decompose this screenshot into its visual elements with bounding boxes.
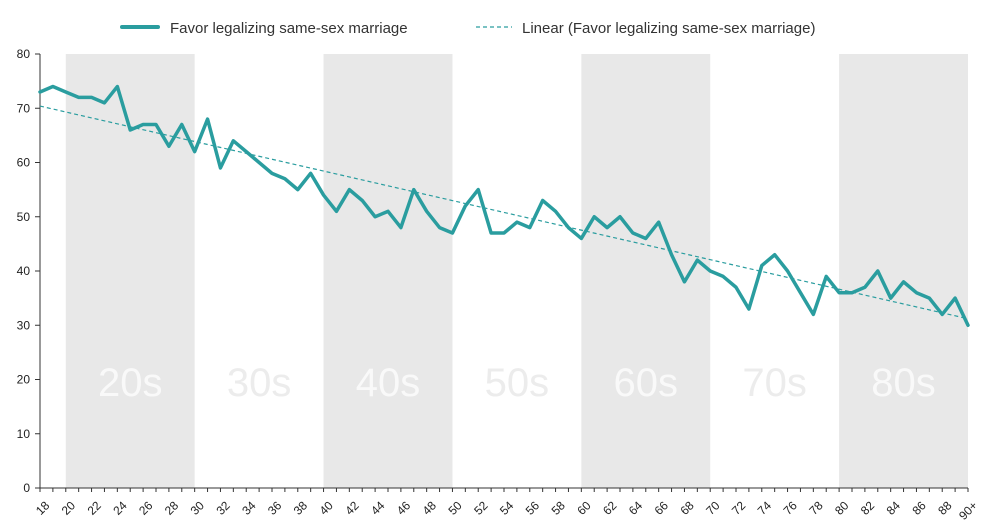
x-tick-label: 80 <box>832 498 852 518</box>
band-60s <box>581 54 711 488</box>
y-tick-label: 60 <box>17 156 31 170</box>
x-tick-label: 84 <box>884 498 904 518</box>
x-tick-label: 36 <box>265 498 285 518</box>
x-tick-label: 74 <box>755 498 775 518</box>
x-tick-label: 30 <box>188 498 208 518</box>
x-tick-label: 58 <box>549 498 569 518</box>
x-tick-label: 24 <box>110 498 130 518</box>
age-band-labels: 20s 30s 40s 50s 60s 70s 80s <box>98 361 936 405</box>
legend-label-trendline: Linear (Favor legalizing same-sex marria… <box>522 20 815 37</box>
x-tick-label: 64 <box>626 498 646 518</box>
legend-label-series: Favor legalizing same-sex marriage <box>170 20 408 37</box>
x-tick-label: 90+ <box>956 498 980 522</box>
trendline <box>39 105 969 320</box>
band-label-20s: 20s <box>98 361 163 405</box>
x-tick-label: 52 <box>471 498 491 518</box>
y-tick-label: 70 <box>17 101 31 115</box>
x-tick-label: 42 <box>342 498 362 518</box>
x-tick-label: 88 <box>935 498 955 518</box>
x-tick-label: 22 <box>85 498 105 518</box>
band-label-70s: 70s <box>742 361 807 405</box>
x-tick-label: 50 <box>445 498 465 518</box>
x-tick-label: 72 <box>729 498 749 518</box>
x-tick-label: 68 <box>677 498 697 518</box>
band-40s <box>323 54 453 488</box>
x-tick-label: 46 <box>394 498 414 518</box>
x-tick-label: 62 <box>600 498 620 518</box>
trendline-line <box>39 105 969 320</box>
x-tick-label: 32 <box>213 498 233 518</box>
x-tick-label: 20 <box>59 498 79 518</box>
band-label-50s: 50s <box>485 361 550 405</box>
band-label-40s: 40s <box>356 361 421 405</box>
x-tick-label: 34 <box>239 498 259 518</box>
x-tick-label: 66 <box>652 498 672 518</box>
x-tick-label: 56 <box>523 498 543 518</box>
x-tick-label: 76 <box>781 498 801 518</box>
x-tick-label: 38 <box>291 498 311 518</box>
x-tick-label: 28 <box>162 498 182 518</box>
y-tick-label: 40 <box>17 264 31 278</box>
series <box>38 84 970 327</box>
x-tick-label: 48 <box>420 498 440 518</box>
y-tick-label: 80 <box>17 47 31 61</box>
x-tick-label: 18 <box>33 498 53 518</box>
band-20s <box>65 54 195 488</box>
x-tick-label: 82 <box>858 498 878 518</box>
y-tick-label: 50 <box>17 210 31 224</box>
band-label-30s: 30s <box>227 361 292 405</box>
x-tick-label: 60 <box>574 498 594 518</box>
y-tick-label: 30 <box>17 318 31 332</box>
x-tick-label: 44 <box>368 498 388 518</box>
band-80s <box>839 54 968 488</box>
y-tick-label: 10 <box>17 427 31 441</box>
age-bands <box>65 54 968 488</box>
y-tick-label: 0 <box>23 481 30 495</box>
x-tick-label: 86 <box>909 498 929 518</box>
x-tick-label: 70 <box>703 498 723 518</box>
x-tick-label: 26 <box>136 498 156 518</box>
band-label-80s: 80s <box>871 361 936 405</box>
x-tick-label: 78 <box>806 498 826 518</box>
legend: Favor legalizing same-sex marriage Linea… <box>120 20 815 37</box>
x-tick-label: 40 <box>317 498 337 518</box>
x-tick-label: 54 <box>497 498 517 518</box>
y-tick-label: 20 <box>17 373 31 387</box>
band-label-60s: 60s <box>614 361 679 405</box>
